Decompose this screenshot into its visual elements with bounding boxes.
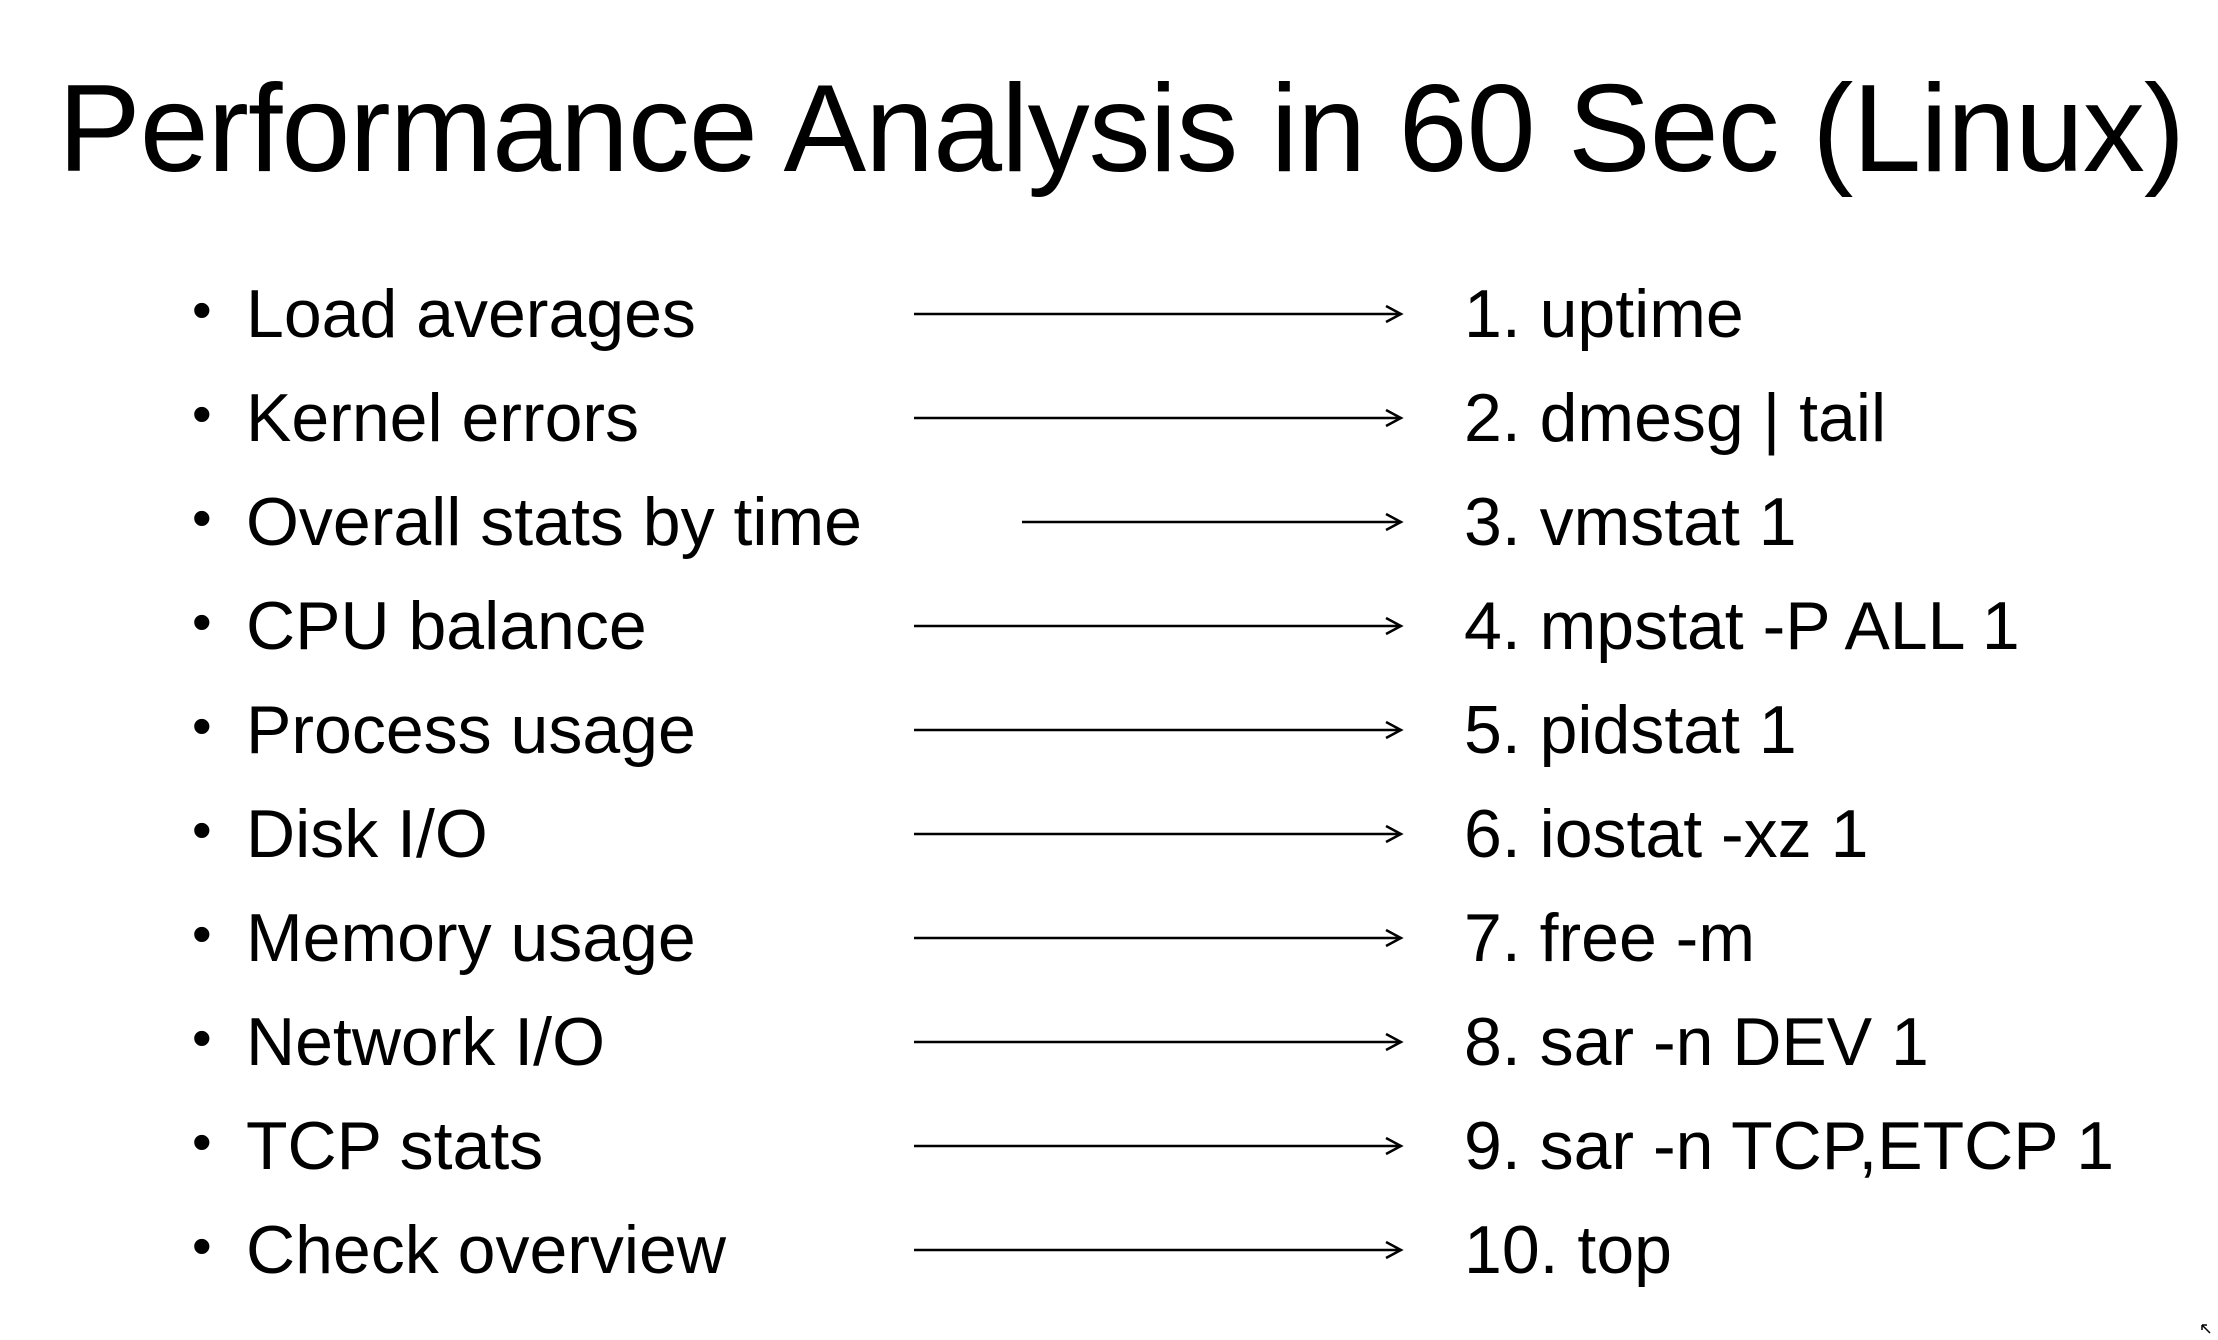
metric-label: Load averages <box>246 276 696 352</box>
list-item: • Check overview 10. top <box>0 1194 2218 1298</box>
bullet-icon: • <box>192 278 212 341</box>
list-item: • CPU balance 4. mpstat -P ALL 1 <box>0 570 2218 674</box>
list-item: • Memory usage 7. free -m <box>0 882 2218 986</box>
command-text: 7. free -m <box>1464 900 1755 976</box>
arrow-right-icon <box>914 710 1404 750</box>
command-text: 2. dmesg | tail <box>1464 380 1887 456</box>
arrow-right-icon <box>914 1022 1404 1062</box>
metric-label: TCP stats <box>246 1108 544 1184</box>
list-item: • Process usage 5. pidstat 1 <box>0 674 2218 778</box>
arrow-right-icon <box>914 918 1404 958</box>
arrow-right-icon <box>914 398 1404 438</box>
command-text: 6. iostat -xz 1 <box>1464 796 1869 872</box>
arrow-right-icon <box>914 1126 1404 1166</box>
command-text: 3. vmstat 1 <box>1464 484 1797 560</box>
command-text: 1. uptime <box>1464 276 1744 352</box>
command-text: 9. sar -n TCP,ETCP 1 <box>1464 1108 2115 1184</box>
list-item: • Kernel errors 2. dmesg | tail <box>0 362 2218 466</box>
cursor-icon <box>2200 1322 2212 1334</box>
list-item: • Overall stats by time 3. vmstat 1 <box>0 466 2218 570</box>
bullet-icon: • <box>192 1214 212 1277</box>
command-text: 5. pidstat 1 <box>1464 692 1797 768</box>
command-text: 4. mpstat -P ALL 1 <box>1464 588 2020 664</box>
bullet-icon: • <box>192 694 212 757</box>
metric-label: Memory usage <box>246 900 696 976</box>
arrow-right-icon <box>914 814 1404 854</box>
metric-label: CPU balance <box>246 588 647 664</box>
metric-label: Check overview <box>246 1212 726 1288</box>
bullet-icon: • <box>192 798 212 861</box>
metric-label: Process usage <box>246 692 696 768</box>
list-item: • Disk I/O 6. iostat -xz 1 <box>0 778 2218 882</box>
bullet-icon: • <box>192 902 212 965</box>
list-item: • Load averages 1. uptime <box>0 258 2218 362</box>
bullet-icon: • <box>192 1006 212 1069</box>
arrow-right-icon <box>914 1230 1404 1270</box>
bullet-icon: • <box>192 382 212 445</box>
bullet-icon: • <box>192 590 212 653</box>
bullet-icon: • <box>192 1110 212 1173</box>
command-text: 8. sar -n DEV 1 <box>1464 1004 1929 1080</box>
arrow-right-icon <box>914 606 1404 646</box>
metric-label: Overall stats by time <box>246 484 862 560</box>
bullet-icon: • <box>192 486 212 549</box>
arrow-right-icon <box>914 294 1404 334</box>
metric-label: Kernel errors <box>246 380 640 456</box>
command-text: 10. top <box>1464 1212 1672 1288</box>
slide-title: Performance Analysis in 60 Sec (Linux) <box>58 60 2185 198</box>
metric-label: Disk I/O <box>246 796 488 872</box>
list-item: • TCP stats 9. sar -n TCP,ETCP 1 <box>0 1090 2218 1194</box>
metric-label: Network I/O <box>246 1004 605 1080</box>
arrow-right-icon <box>1022 502 1404 542</box>
list-item: • Network I/O 8. sar -n DEV 1 <box>0 986 2218 1090</box>
